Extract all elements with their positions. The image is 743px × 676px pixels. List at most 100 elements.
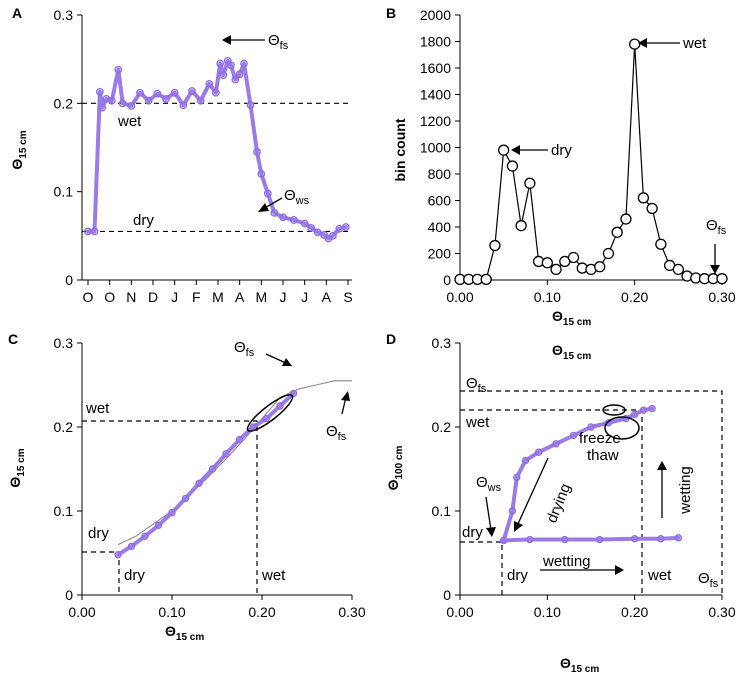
- panel-d-drying-label: drying: [543, 481, 574, 525]
- svg-text:Θ15 cm: Θ15 cm: [9, 130, 29, 169]
- x-tick-label: F: [192, 289, 201, 305]
- data-point: [620, 213, 632, 225]
- data-point: [235, 70, 244, 79]
- panel-d-theta-ws-label: Θws: [476, 474, 502, 494]
- y-tick-label: 0.1: [54, 184, 74, 200]
- panel-c-xlabel: Θ15 cm: [165, 623, 204, 643]
- x-tick-label: 0.00: [68, 604, 95, 620]
- data-point: [594, 261, 606, 273]
- data-point: [307, 223, 316, 232]
- data-point: [552, 440, 560, 448]
- data-point: [674, 534, 683, 542]
- data-point: [168, 508, 176, 517]
- panel-b-theta-fs-label: Θfs: [706, 217, 727, 237]
- panel-b-wet-label: wet: [682, 35, 707, 52]
- data-point: [561, 535, 569, 544]
- data-point: [195, 479, 203, 487]
- data-point: [136, 88, 144, 97]
- data-point: [596, 535, 604, 544]
- y-tick-label: 0.1: [432, 503, 452, 519]
- y-tick-label: 2000: [420, 7, 451, 23]
- panel-c-dry-y-label: dry: [88, 525, 109, 542]
- data-point: [657, 535, 665, 543]
- panel-c-theta-fs1-arrow: [265, 353, 292, 366]
- panel-a-theta-fs-arrow: [222, 35, 265, 45]
- data-point: [646, 202, 658, 215]
- panel-d-theta-fs-x-label: Θfs: [698, 570, 719, 590]
- y-tick-label: 600: [428, 193, 452, 209]
- data-point: [235, 435, 244, 444]
- svg-text:wetting: wetting: [677, 466, 694, 515]
- panel-d-drying-arrow: [514, 457, 549, 532]
- panel-d-thaw-label: thaw: [587, 447, 619, 464]
- y-tick-label: 0.3: [54, 335, 74, 351]
- data-point: [98, 103, 106, 112]
- data-point: [263, 189, 272, 198]
- data-point: [279, 213, 287, 222]
- panel-b: B bin count 0 200 400 600 800 1000 1200 1400 160…: [386, 5, 736, 328]
- y-tick-label: 800: [428, 166, 452, 182]
- data-point: [127, 102, 136, 110]
- svg-text:bin count: bin count: [392, 118, 408, 181]
- y-tick-label: 0.2: [432, 419, 452, 435]
- data-point: [716, 273, 728, 285]
- data-point: [630, 410, 639, 419]
- y-tick-label: 0: [443, 587, 451, 603]
- data-point: [341, 223, 350, 231]
- panel-c-wet-guide: [82, 420, 258, 595]
- data-point: [141, 532, 149, 540]
- data-point: [90, 227, 99, 236]
- data-point: [211, 88, 220, 97]
- data-point: [270, 208, 279, 217]
- panel-c-dry-guide: [82, 551, 120, 595]
- panel-b-series: [454, 38, 728, 285]
- panel-d-ylabel: Θ100 cm: [385, 445, 405, 490]
- data-point: [604, 419, 613, 427]
- panel-d-series: [499, 404, 683, 545]
- data-point: [181, 494, 190, 503]
- panel-d-x-ticks: 0.00 0.10 0.20 0.30: [446, 595, 736, 620]
- data-point: [521, 456, 530, 465]
- data-point: [170, 88, 179, 97]
- panel-b-dry-arrow: [511, 145, 548, 155]
- data-point: [300, 219, 309, 228]
- data-point: [569, 431, 578, 440]
- panel-d-large-ellipse: [604, 416, 640, 440]
- data-point: [196, 96, 205, 105]
- y-tick-label: 0.1: [54, 503, 74, 519]
- data-point: [506, 160, 519, 172]
- data-point: [513, 473, 521, 482]
- data-point: [222, 450, 230, 458]
- panel-a-dry-label: dry: [133, 212, 154, 229]
- data-point: [639, 406, 648, 414]
- panel-c-series: [114, 380, 352, 559]
- panel-c-theta-fs1-label: Θfs: [234, 339, 255, 359]
- panel-b-ylabel: bin count: [392, 118, 408, 181]
- x-tick-label: M: [255, 289, 267, 305]
- panel-d-dry-x-label: dry: [507, 567, 528, 584]
- data-point: [313, 228, 322, 237]
- data-point: [208, 465, 217, 473]
- panel-c-y-ticks: 0 0.1 0.2 0.3: [54, 335, 82, 603]
- data-point: [114, 65, 123, 74]
- data-point: [216, 59, 225, 68]
- x-tick-label: 0.10: [534, 604, 561, 620]
- data-point: [188, 87, 196, 95]
- data-point: [154, 521, 163, 529]
- data-point: [162, 95, 170, 103]
- data-point: [611, 226, 623, 238]
- y-tick-label: 1800: [420, 34, 451, 50]
- x-tick-label: 0.20: [621, 604, 648, 620]
- data-point: [629, 38, 641, 50]
- data-point: [253, 148, 261, 156]
- panel-d: D Θ100 cm 0 0.1 0.2 0.3 0.00 0.10 0.20 0.30 Θ1…: [385, 331, 736, 675]
- data-point: [541, 257, 553, 269]
- data-point: [289, 216, 298, 224]
- data-point: [480, 273, 492, 285]
- panel-d-y-ticks: 0 0.1 0.2 0.3: [432, 335, 460, 603]
- panel-b-x-ticks: 0.00 0.10 0.20 0.30: [446, 280, 736, 305]
- y-tick-label: 0: [65, 272, 73, 288]
